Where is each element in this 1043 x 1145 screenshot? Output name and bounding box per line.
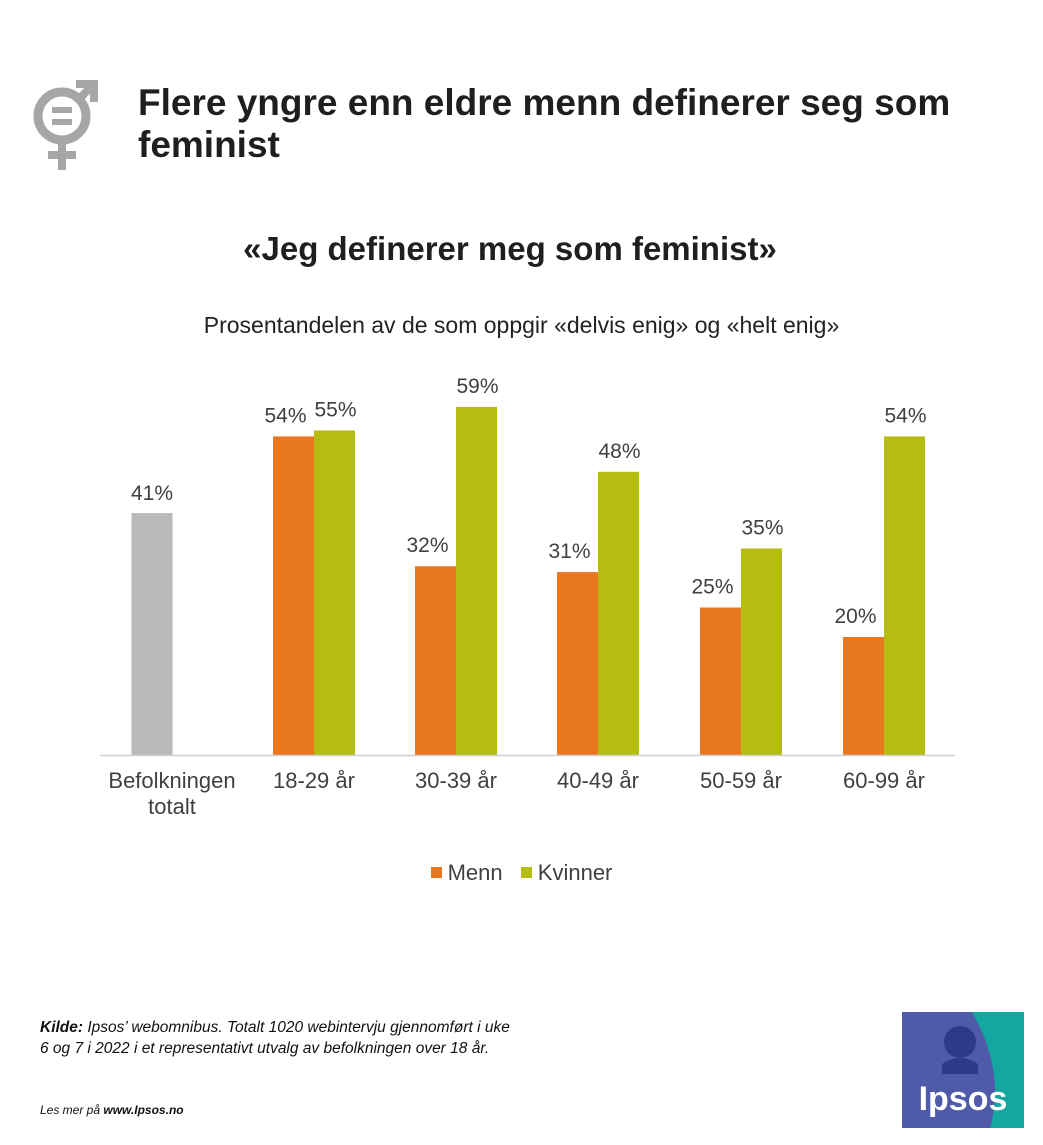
bar-menn-5 (843, 637, 884, 755)
category-label-3: 40-49 år (557, 768, 639, 793)
bar-chart: 41% 54% 32% 31% 25% 20% 55% 59% 48% 35% 54% Befolkn… (100, 375, 955, 819)
read-more-link[interactable]: www.Ipsos.no (103, 1103, 184, 1117)
legend-swatch-kvinner (520, 867, 532, 878)
bar-kvinner-5 (884, 436, 925, 755)
data-label-kvinner-5: 54% (884, 404, 926, 427)
read-more-prefix: Les mer på (40, 1103, 101, 1117)
data-label-kvinner-4: 35% (741, 517, 783, 540)
data-label-kvinner-2: 59% (456, 375, 498, 398)
source-label: Kilde: (40, 1019, 84, 1036)
bar-menn-2 (415, 566, 456, 755)
data-label-kvinner-3: 48% (598, 440, 640, 463)
bar-menn-4 (700, 607, 741, 755)
category-label-1: 18-29 år (273, 768, 355, 793)
source-note: Kilde: Ipsos’ webomnibus. Totalt 1020 we… (40, 1017, 510, 1059)
legend-item-menn: Menn (430, 860, 503, 886)
gender-equality-icon (33, 80, 98, 170)
bar-kvinner-3 (598, 471, 639, 755)
legend-item-kvinner: Kvinner (520, 860, 613, 886)
chart-subtitle: Prosentandelen av de som oppgir «delvis … (203, 312, 840, 338)
category-label-5: 60-99 år (843, 768, 925, 793)
data-label-menn-1: 54% (264, 404, 306, 427)
bar-menn-1 (273, 436, 314, 755)
read-more: Les mer på www.Ipsos.no (40, 1103, 184, 1117)
data-label-kvinner-1: 55% (314, 399, 356, 422)
bar-total (131, 513, 173, 755)
logo-text: Ipsos (919, 1080, 1008, 1118)
legend-label-kvinner: Kvinner (537, 860, 613, 885)
legend-label-menn: Menn (447, 860, 503, 885)
source-text: Ipsos’ webomnibus. Totalt 1020 webinterv… (40, 1019, 510, 1057)
category-label-4: 50-59 år (700, 768, 782, 793)
chart-title: «Jeg definerer meg som feminist» (243, 230, 777, 267)
data-label-menn-5: 20% (834, 605, 876, 628)
ipsos-logo: Ipsos (902, 1012, 1024, 1128)
data-label-total: 41% (131, 482, 173, 505)
legend-swatch-menn (430, 867, 442, 878)
category-label-0-line1: Befolkningen (108, 768, 235, 793)
category-label-2: 30-39 år (415, 768, 497, 793)
category-label-0-line2: totalt (148, 794, 196, 819)
bar-kvinner-2 (456, 406, 497, 755)
bar-kvinner-1 (314, 430, 355, 755)
bar-kvinner-4 (741, 548, 782, 755)
data-label-menn-4: 25% (691, 576, 733, 599)
bar-menn-3 (557, 572, 598, 755)
page-headline: Flere yngre enn eldre menn definerer seg… (138, 82, 951, 165)
data-label-menn-3: 31% (548, 540, 590, 563)
chart-legend: Menn Kvinner (0, 860, 1043, 886)
data-label-menn-2: 32% (406, 534, 448, 557)
